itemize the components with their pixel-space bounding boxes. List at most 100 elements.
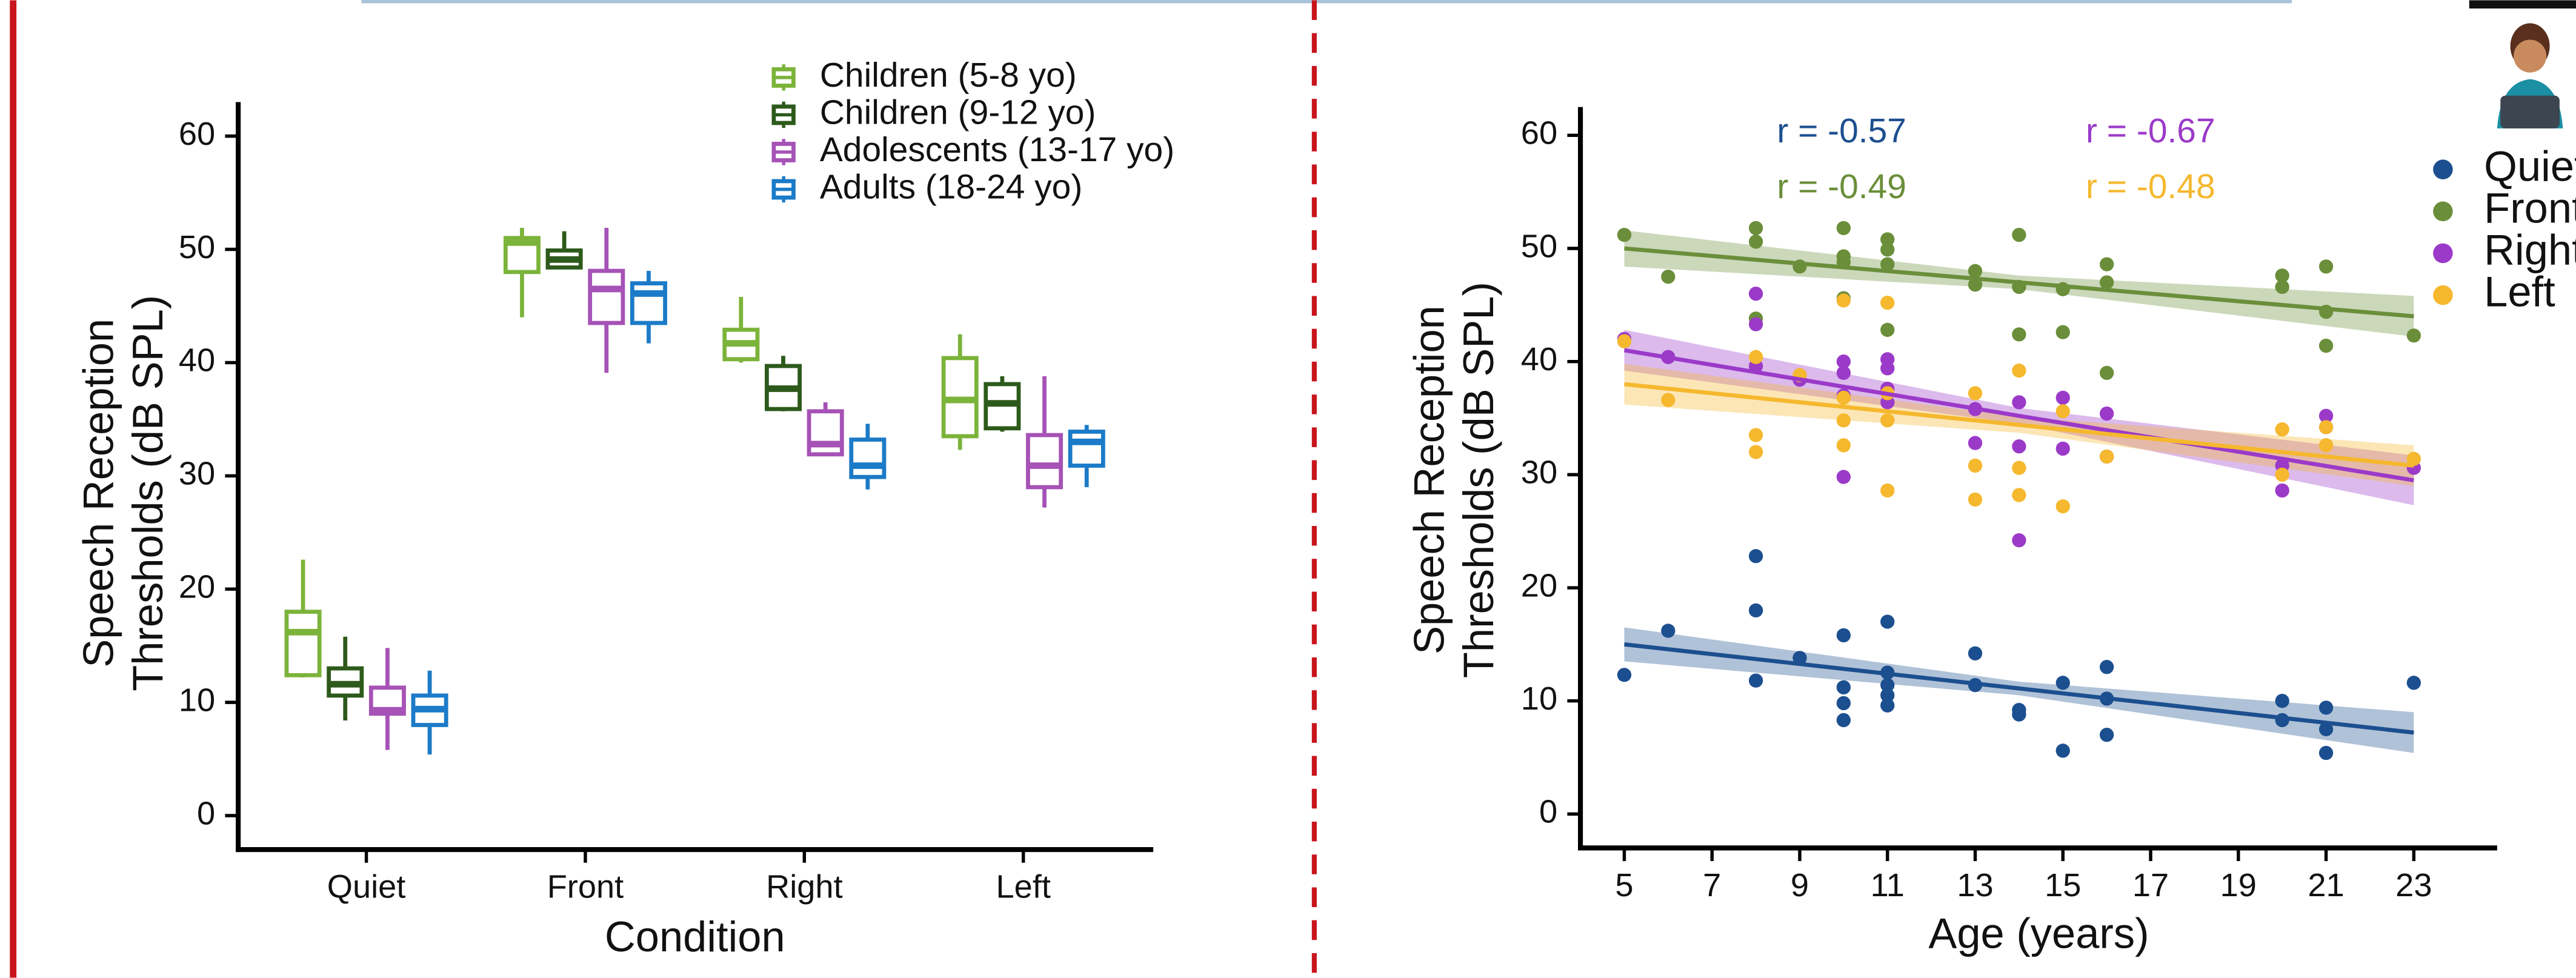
point [1880, 257, 1895, 271]
point [2055, 676, 2070, 690]
y-tick-label: 50 [179, 229, 215, 265]
annotation: r = -0.49 [1777, 167, 1906, 206]
point [2012, 707, 2026, 722]
legend-label: Right [2484, 226, 2576, 274]
point [1880, 232, 1895, 247]
point [2406, 328, 2421, 343]
point [2318, 700, 2334, 715]
point [1880, 698, 1895, 713]
x-tick-label: 5 [1615, 867, 1633, 903]
fit-line [1624, 642, 2414, 735]
y-tick-label: 30 [1521, 454, 1557, 491]
box [1068, 430, 1105, 468]
point [1880, 483, 1895, 498]
point [2318, 408, 2334, 423]
point [2055, 499, 2070, 514]
point [2406, 451, 2421, 466]
point [2012, 363, 2026, 378]
x-tick-label: 19 [2220, 867, 2257, 903]
point [1836, 628, 1851, 643]
point [1968, 386, 1983, 401]
point [1748, 287, 1763, 301]
legend-label: Children (5-8 yo) [820, 56, 1077, 95]
x-tick-label: Left [996, 868, 1051, 905]
point [1836, 470, 1851, 484]
point [1792, 651, 1807, 665]
box [588, 268, 625, 325]
legend-label: Left [2484, 268, 2555, 316]
point [1617, 668, 1632, 682]
point [2012, 488, 2026, 502]
point [2012, 439, 2026, 454]
point [1748, 317, 1763, 331]
point [2406, 676, 2421, 690]
x-tick-label: 15 [2045, 867, 2081, 903]
y-axis-title: Speech Reception [1405, 305, 1453, 654]
point [2100, 406, 2114, 421]
point [1836, 713, 1851, 728]
annotation: r = -0.67 [2086, 111, 2215, 150]
point [1880, 677, 1895, 693]
y-axis-title: Speech Reception [75, 319, 122, 668]
point [2275, 483, 2289, 498]
point [2275, 694, 2289, 708]
x-tick-label: 9 [1791, 867, 1809, 903]
point [2275, 467, 2289, 482]
point [1661, 270, 1676, 284]
point [1836, 696, 1851, 711]
point [1748, 221, 1763, 236]
point [2012, 395, 2026, 410]
point [1880, 295, 1895, 310]
point [1748, 445, 1763, 459]
point [2100, 728, 2114, 742]
point [2100, 660, 2114, 674]
x-tick-label: 11 [1871, 867, 1905, 903]
point [2100, 275, 2114, 290]
y-axis-title: Thresholds (dB SPL) [124, 295, 171, 691]
point [1968, 436, 1983, 450]
box [630, 281, 667, 325]
point [1748, 350, 1763, 364]
legend-label: Quiet [2484, 142, 2576, 190]
point [2100, 365, 2114, 381]
annotation: r = -0.48 [2086, 167, 2215, 206]
point [2100, 449, 2114, 464]
point [1880, 688, 1895, 703]
point [1748, 235, 1763, 249]
avatar-icon [2497, 23, 2563, 128]
y-tick-label: 50 [1521, 228, 1557, 264]
point [2012, 533, 2026, 548]
point [2275, 279, 2289, 294]
point [2318, 438, 2334, 453]
point [2012, 461, 2026, 475]
fit-line [1624, 246, 2414, 319]
point [1748, 428, 1763, 442]
point [1836, 390, 1851, 405]
point [1836, 438, 1851, 453]
point [1880, 413, 1895, 428]
point [2318, 745, 2334, 760]
point [2012, 227, 2026, 242]
box [807, 409, 844, 457]
point [1880, 614, 1895, 629]
x-tick-label: 13 [1957, 867, 1993, 903]
y-tick-label: 0 [197, 795, 215, 831]
x-tick-label: 7 [1703, 867, 1721, 903]
x-tick-label: Quiet [327, 868, 406, 905]
point [1968, 646, 1983, 660]
legend-swatch [2433, 159, 2453, 179]
point [1661, 624, 1676, 638]
box [284, 610, 322, 677]
point [2055, 404, 2070, 419]
point [1748, 549, 1763, 564]
point [1748, 673, 1763, 688]
point [1968, 264, 1983, 279]
point [1968, 492, 1983, 507]
fit-line [1624, 382, 2414, 468]
point [2275, 268, 2289, 283]
point [2318, 420, 2334, 434]
legend-label: Children (9-12 yo) [820, 93, 1096, 131]
point [1836, 293, 1851, 308]
point [2275, 422, 2289, 437]
